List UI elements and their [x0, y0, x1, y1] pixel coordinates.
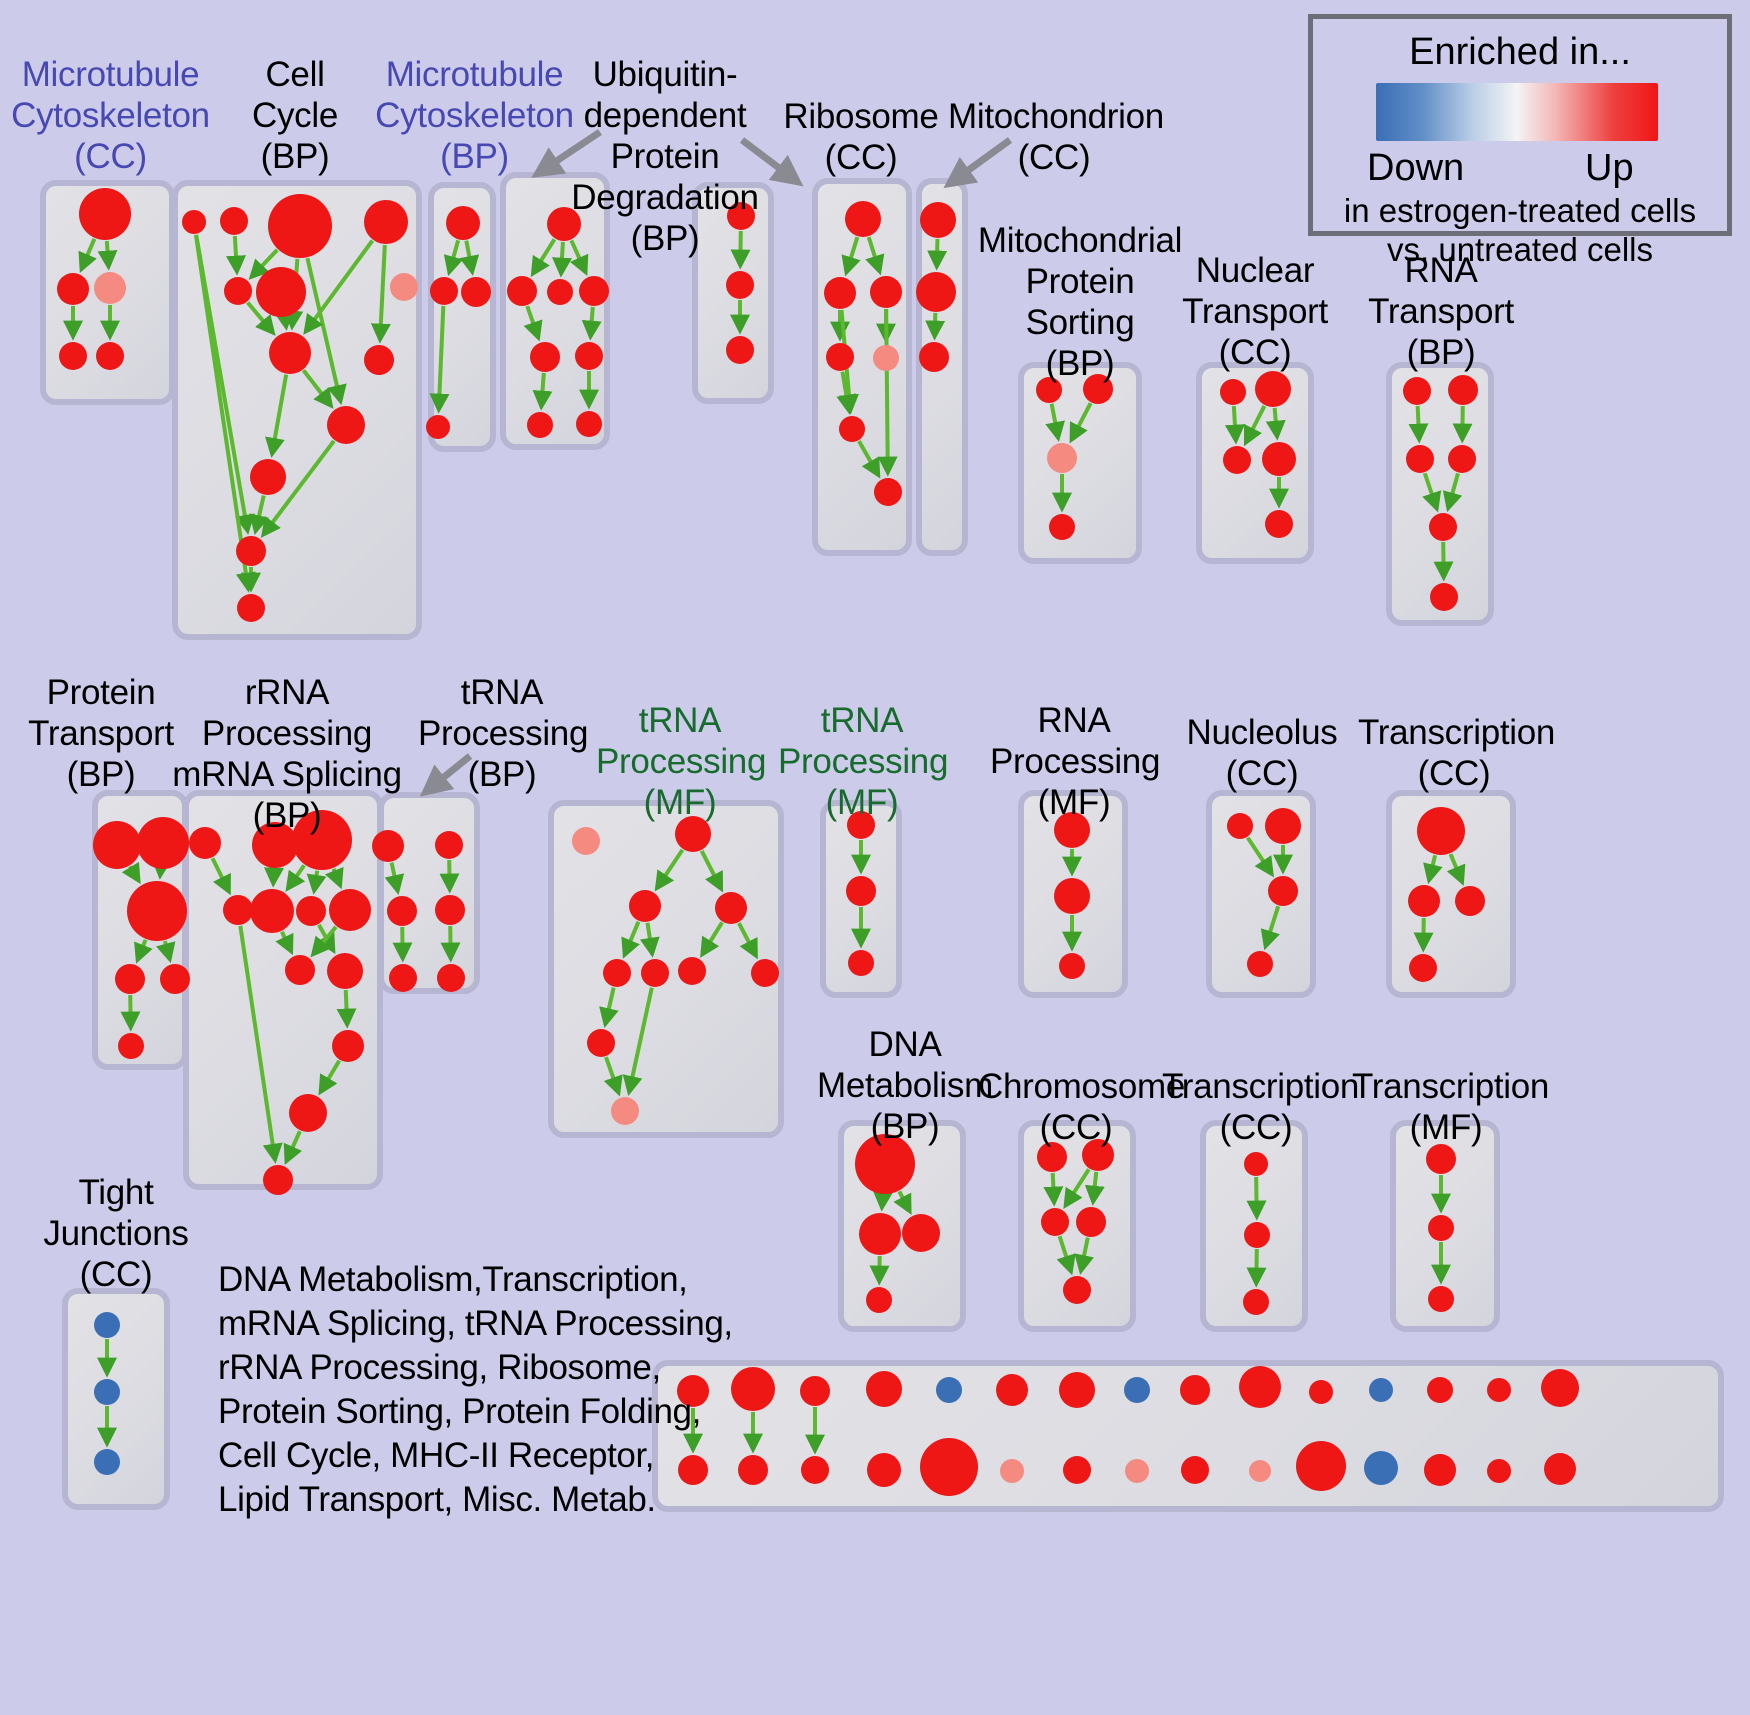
cluster-label-dna-metabolism-bp: DNA Metabolism (BP)	[817, 1025, 993, 1146]
cluster-label-tight-junctions-cc: Tight Junctions (CC)	[43, 1173, 189, 1294]
legend-high-label: Up	[1585, 147, 1634, 189]
cluster-label-transcription-cc-2: Transcription (CC)	[1162, 1067, 1360, 1147]
cluster-box-mitochondrial-protein-sorting-bp[interactable]	[1018, 362, 1142, 564]
cluster-label-chromosome-cc: Chromosome (CC)	[978, 1067, 1186, 1147]
cluster-label-rna-processing-mf: RNA Processing (MF)	[990, 701, 1161, 822]
cluster-box-chromosome-cc[interactable]	[1018, 1120, 1136, 1332]
cluster-label-protein-transport-bp: Protein Transport (BP)	[28, 673, 174, 794]
cluster-box-transcription-cc-1[interactable]	[1386, 790, 1516, 998]
cluster-label-nucleolus-cc: Nucleolus (CC)	[1186, 713, 1338, 793]
cluster-box-trna-processing-mf-1[interactable]	[548, 800, 784, 1138]
cluster-box-transcription-mf[interactable]	[1390, 1120, 1500, 1332]
cluster-box-mitochondrion-cc[interactable]	[916, 178, 968, 556]
cluster-box-microtubule-cytoskeleton-cc[interactable]	[40, 180, 175, 405]
misc-singletons-legend-text: DNA Metabolism,Transcription, mRNA Splic…	[218, 1260, 733, 1519]
cluster-label-ribosome-cc: Ribosome (CC)	[783, 97, 939, 177]
cluster-box-trna-processing-mf-2[interactable]	[820, 800, 902, 998]
legend-color-gradient	[1376, 83, 1658, 141]
cluster-label-mitochondrial-protein-sorting-bp: Mitochondrial Protein Sorting (BP)	[977, 221, 1183, 383]
legend-low-label: Down	[1367, 147, 1465, 189]
cluster-label-rrna-processing-mrna-splicing-bp: rRNA Processing mRNA Splicing (BP)	[172, 673, 402, 835]
legend-title: Enriched in...	[1409, 31, 1631, 73]
cluster-box-rna-transport-bp[interactable]	[1386, 362, 1494, 626]
cluster-box-microtubule-cytoskeleton-bp[interactable]	[428, 182, 496, 452]
cluster-label-trna-processing-bp: tRNA Processing (BP)	[418, 673, 589, 794]
cluster-label-mitochondrion-cc: Mitochondrion (CC)	[948, 97, 1164, 177]
legend-panel: Enriched in... Down Up in estrogen-treat…	[1308, 14, 1732, 268]
cluster-box-transcription-cc-2[interactable]	[1200, 1120, 1308, 1332]
cluster-label-ubiquitin-dependent-protein-degradation-bp: Ubiquitin- dependent Protein Degradation…	[571, 55, 759, 258]
cluster-box-nuclear-transport-cc[interactable]	[1196, 362, 1314, 564]
cluster-box-nucleolus-cc[interactable]	[1206, 790, 1316, 998]
cluster-box-ribosome-cc[interactable]	[812, 178, 912, 556]
cluster-box-cell-cycle-bp[interactable]	[172, 180, 422, 640]
cluster-label-microtubule-cytoskeleton-bp: Microtubule Cytoskeleton (BP)	[375, 55, 574, 176]
cluster-label-transcription-mf: Transcription (MF)	[1352, 1067, 1550, 1147]
cluster-label-rna-transport-bp: RNA Transport (BP)	[1368, 251, 1514, 372]
cluster-box-rrna-processing-mrna-splicing-bp[interactable]	[183, 790, 383, 1190]
cluster-label-cell-cycle-bp: Cell Cycle (BP)	[251, 55, 339, 176]
legend-sublabel: in estrogen-treated cells vs. untreated …	[1343, 192, 1697, 268]
cluster-label-trna-processing-mf-2: tRNA Processing (MF)	[778, 701, 949, 822]
cluster-label-microtubule-cytoskeleton-cc: Microtubule Cytoskeleton (CC)	[11, 55, 210, 176]
cluster-box-tight-junctions-cc[interactable]	[62, 1288, 170, 1510]
cluster-label-transcription-cc-1: Transcription (CC)	[1358, 713, 1556, 793]
cluster-label-trna-processing-mf-1: tRNA Processing (MF)	[596, 701, 767, 822]
cluster-label-nuclear-transport-cc: Nuclear Transport (CC)	[1182, 251, 1328, 372]
cluster-box-misc-singletons[interactable]	[652, 1360, 1724, 1512]
cluster-box-dna-metabolism-bp[interactable]	[838, 1120, 966, 1332]
